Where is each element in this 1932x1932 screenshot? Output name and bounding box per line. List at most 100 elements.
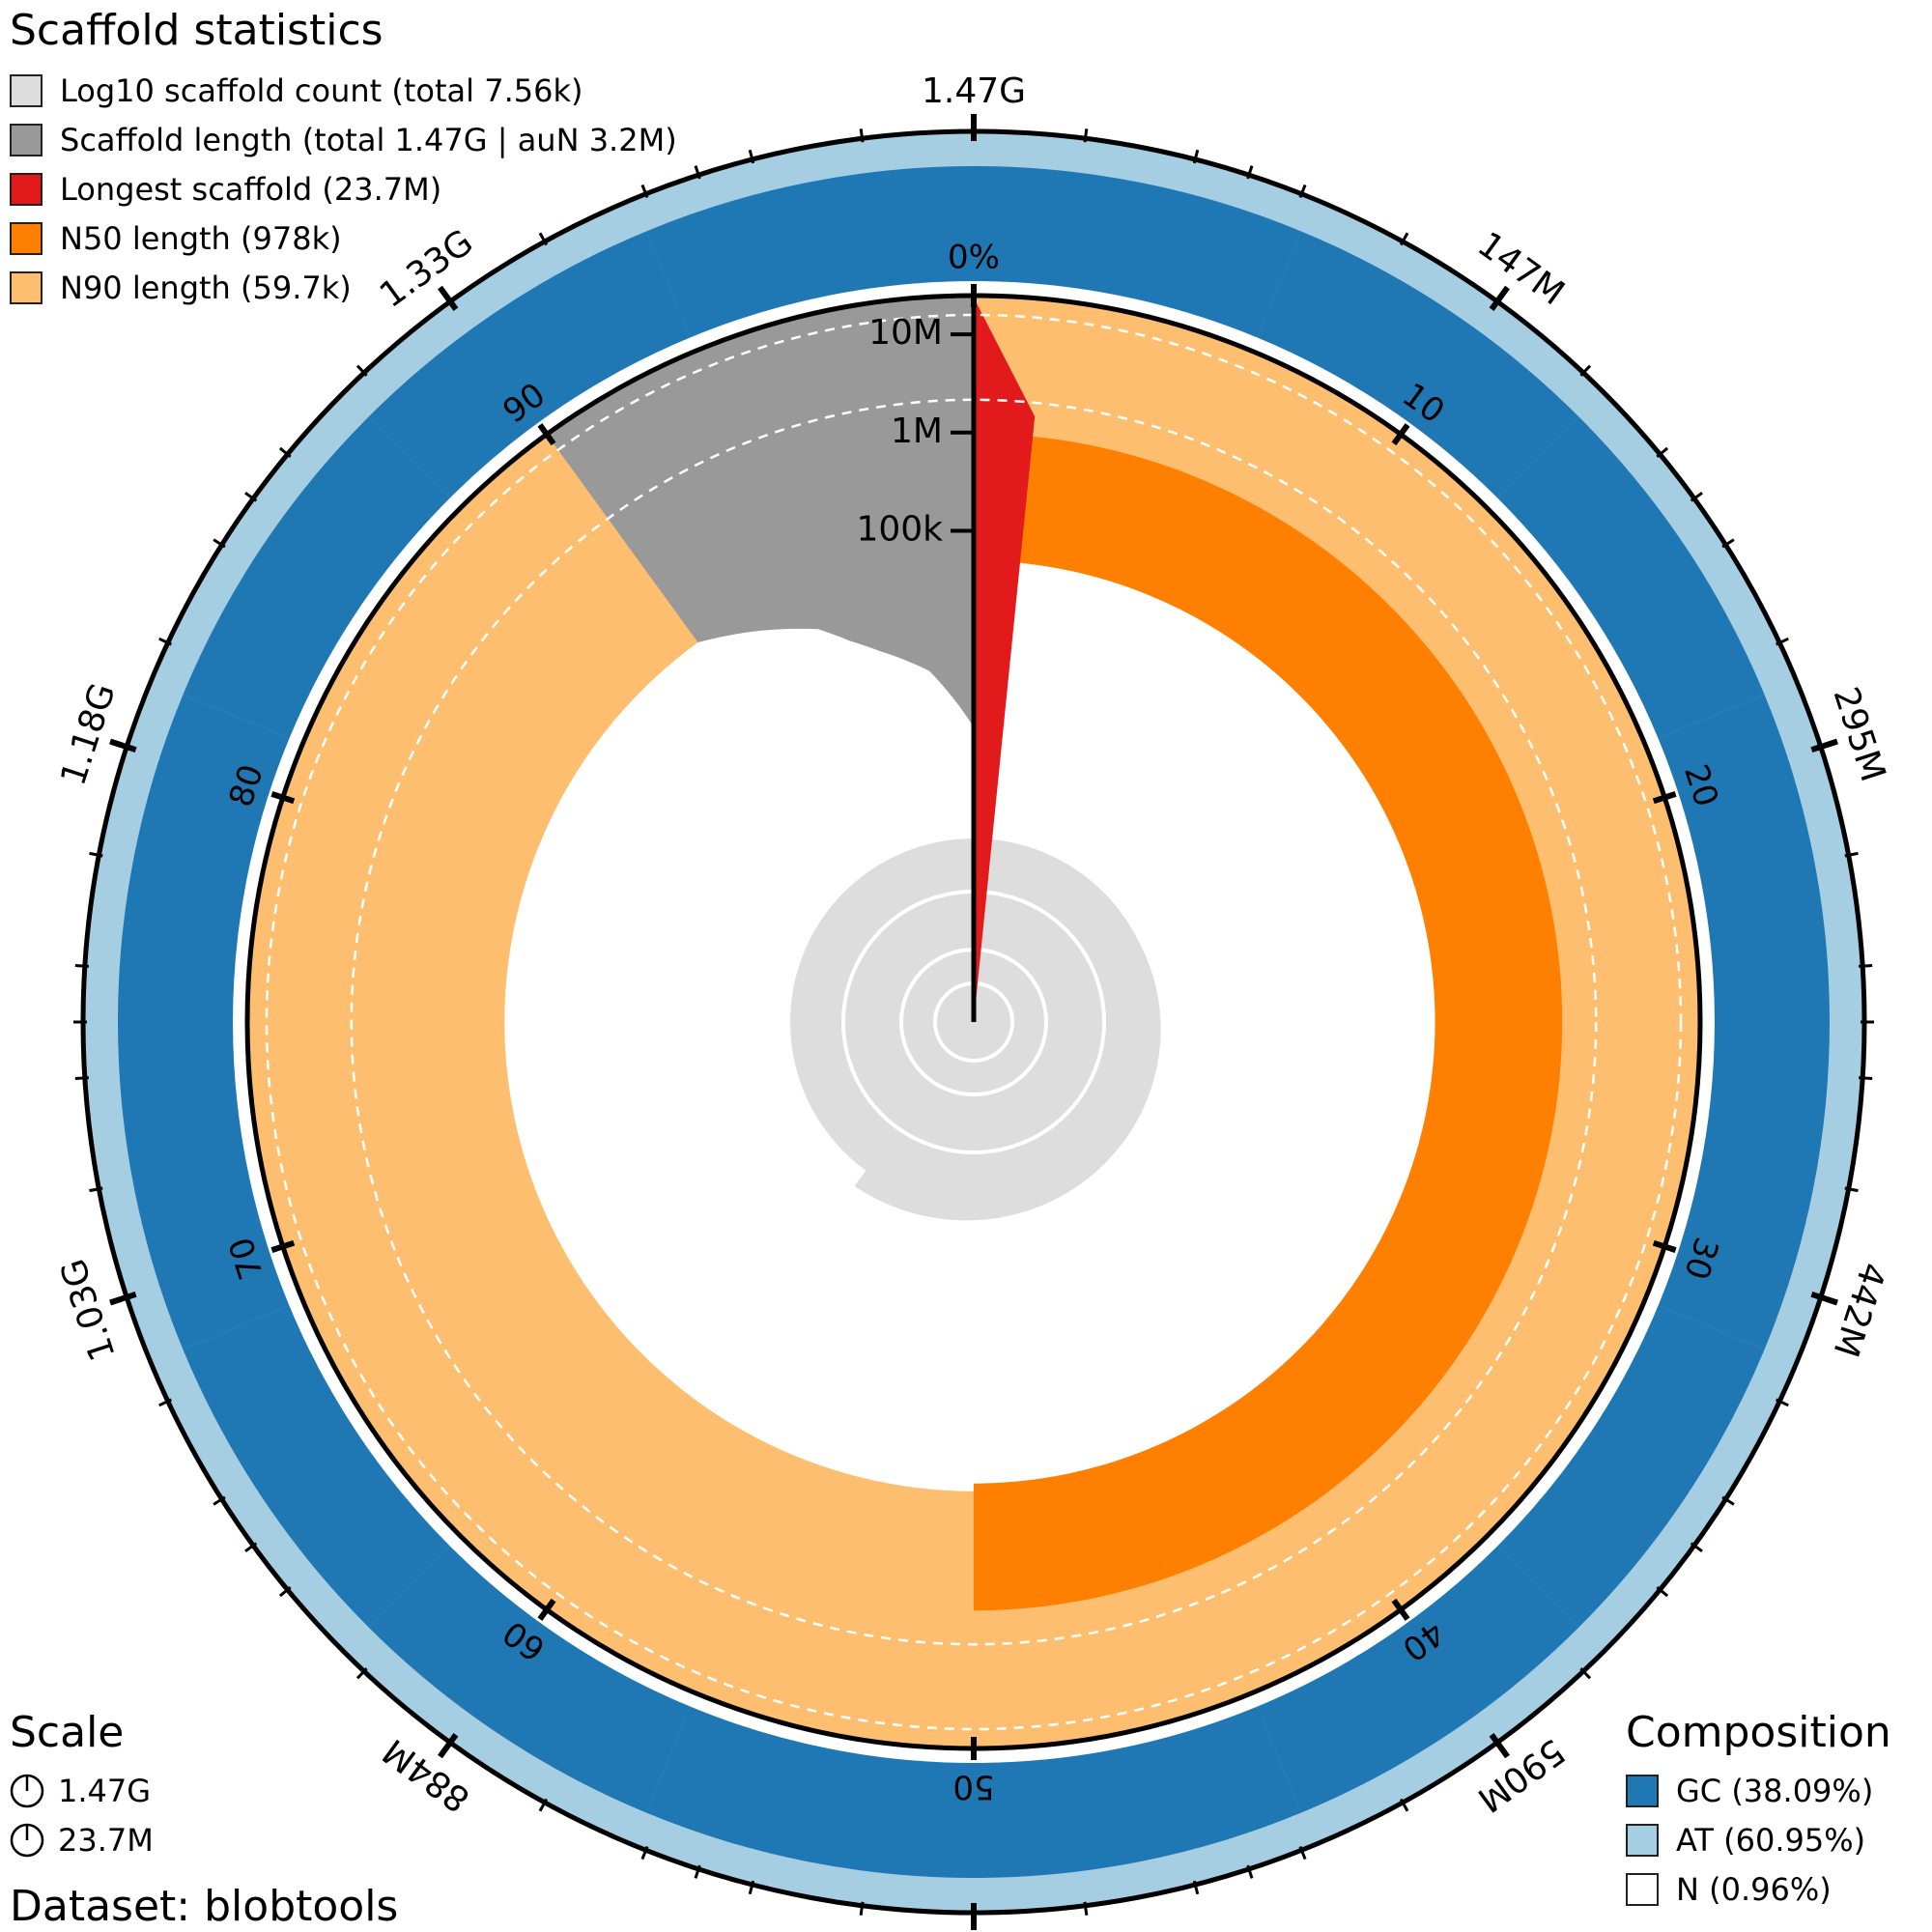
dataset-label: Dataset: blobtools <box>10 1882 399 1931</box>
length-minor-tick <box>1775 637 1789 646</box>
length-minor-tick <box>244 1542 258 1553</box>
legend-swatch <box>10 73 43 107</box>
legend-swatch <box>10 221 43 255</box>
length-minor-tick <box>1579 364 1592 377</box>
length-minor-tick <box>1192 1880 1200 1895</box>
scale-item-total: 1.47G <box>10 1766 398 1815</box>
length-tick-label: 295M <box>1825 682 1892 786</box>
length-minor-tick <box>1690 1542 1703 1553</box>
composition-title: Composition <box>1626 1708 1891 1757</box>
length-minor-tick <box>74 963 89 968</box>
composition-swatch <box>1626 1774 1659 1807</box>
length-minor-tick <box>1246 165 1254 180</box>
legend-label: N50 length (978k) <box>60 219 342 257</box>
composition-item-at: AT (60.95%) <box>1626 1815 1891 1864</box>
gc-segment <box>368 1546 691 1813</box>
gc-segment <box>1497 416 1765 739</box>
percent-tick <box>270 791 296 805</box>
length-minor-tick <box>640 1845 649 1861</box>
length-minor-tick <box>1656 446 1669 459</box>
length-minor-tick <box>1690 491 1703 502</box>
gc-segment <box>183 416 450 739</box>
n50-band <box>974 433 1563 1611</box>
composition-label: AT (60.95%) <box>1676 1821 1866 1859</box>
legend-item-count: Log10 scaffold count (total 7.56k) <box>10 66 677 115</box>
length-minor-tick <box>748 149 755 164</box>
composition-label: N (0.96%) <box>1676 1870 1832 1908</box>
length-tick <box>438 1733 459 1759</box>
length-minor-tick <box>694 165 701 180</box>
length-minor-tick <box>748 1880 755 1895</box>
length-tick <box>438 285 459 311</box>
legend-swatch <box>10 270 43 304</box>
length-minor-tick <box>1721 1495 1735 1506</box>
length-minor-tick <box>1399 1798 1409 1812</box>
percent-tick-label: 0% <box>948 239 1000 277</box>
legend-item-length: Scaffold length (total 1.47G | auN 3.2M) <box>10 115 677 164</box>
length-minor-tick <box>158 637 173 646</box>
gc-segment <box>645 1706 974 1878</box>
length-minor-tick <box>355 364 368 377</box>
gc-segment <box>1658 1022 1830 1350</box>
length-minor-tick <box>1399 232 1409 246</box>
percent-tick <box>1391 423 1410 446</box>
dashed-reference-ring <box>265 313 1683 1731</box>
dashed-reference-ring <box>350 398 1598 1646</box>
gc-segment <box>1257 1546 1579 1813</box>
length-minor-tick <box>213 1495 226 1506</box>
length-minor-tick <box>278 1585 292 1598</box>
length-minor-tick <box>1083 1901 1089 1916</box>
composition-item-n: N (0.96%) <box>1626 1864 1891 1914</box>
gc-segment <box>118 694 290 1022</box>
gc-segment <box>368 231 691 498</box>
length-minor-tick <box>1192 149 1200 164</box>
gc-segment <box>1257 231 1579 498</box>
length-tick <box>1810 738 1838 753</box>
length-minor-tick <box>244 491 258 502</box>
composition-label: GC (38.09%) <box>1676 1772 1874 1809</box>
length-minor-tick <box>1298 184 1307 199</box>
legend-label: Log10 scaffold count (total 7.56k) <box>60 71 583 109</box>
scaffold-statistics-legend: Scaffold statistics Log10 scaffold count… <box>10 10 677 312</box>
length-tick-label: 442M <box>1825 1258 1892 1362</box>
gc-segment <box>974 1706 1302 1878</box>
length-minor-tick <box>538 232 549 246</box>
legend-label: Longest scaffold (23.7M) <box>60 170 442 208</box>
scale-item-longest: 23.7M <box>10 1815 398 1864</box>
gc-segment <box>1497 1305 1765 1628</box>
length-minor-tick <box>1844 1186 1859 1193</box>
scale-legend: Scale 1.47G 23.7M Dataset: blobtools <box>10 1712 399 1932</box>
percent-tick <box>270 1239 296 1253</box>
length-minor-tick <box>1844 851 1859 858</box>
length-minor-tick <box>355 1667 368 1680</box>
length-tick <box>109 738 137 753</box>
length-minor-tick <box>278 446 292 459</box>
length-minor-tick <box>1775 1398 1789 1407</box>
length-minor-tick <box>1721 538 1735 549</box>
length-tick <box>1489 285 1510 311</box>
composition-swatch <box>1626 1823 1659 1857</box>
length-tick-label: 1.47G <box>922 71 1026 111</box>
gc-segment <box>974 166 1302 338</box>
length-tick <box>1489 1733 1510 1759</box>
full-circle-scale-icon <box>10 1774 44 1807</box>
legend-swatch <box>10 123 43 156</box>
length-minor-tick <box>1859 1076 1873 1081</box>
legend-item-n50: N50 length (978k) <box>10 213 677 263</box>
length-minor-tick <box>1246 1864 1254 1879</box>
legend-item-n90: N90 length (59.7k) <box>10 263 677 312</box>
length-minor-tick <box>158 1398 173 1407</box>
length-minor-tick <box>1083 128 1089 143</box>
length-minor-tick <box>694 1864 701 1879</box>
length-minor-tick <box>1298 1845 1307 1861</box>
length-minor-tick <box>89 851 103 858</box>
length-minor-tick <box>640 184 649 199</box>
length-tick <box>1810 1291 1838 1306</box>
percent-tick <box>1391 1598 1410 1621</box>
scale-label: 23.7M <box>58 1821 154 1859</box>
radial-axis-label: 100k <box>856 510 943 550</box>
composition-item-gc: GC (38.09%) <box>1626 1766 1891 1815</box>
length-tick-label: 1.03G <box>53 1254 123 1365</box>
gc-segment <box>183 1305 450 1628</box>
